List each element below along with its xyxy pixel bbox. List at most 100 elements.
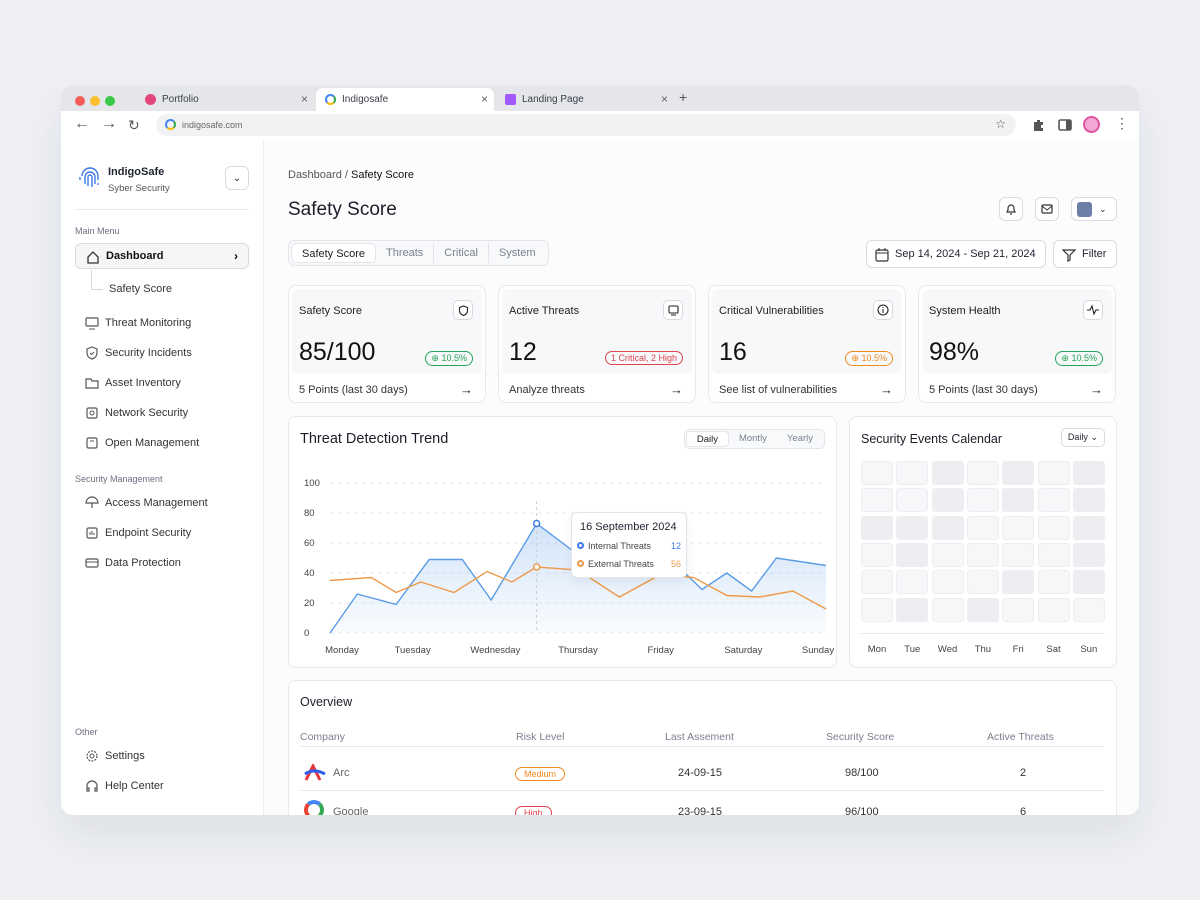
calendar-cell[interactable] xyxy=(1002,515,1035,540)
calendar-cell[interactable] xyxy=(1072,515,1105,540)
extensions-icon[interactable] xyxy=(1031,118,1045,132)
calendar-cell[interactable] xyxy=(966,488,999,513)
messages-button[interactable] xyxy=(1035,197,1059,221)
notifications-button[interactable] xyxy=(999,197,1023,221)
calendar-cell[interactable] xyxy=(966,542,999,567)
calendar-cell[interactable] xyxy=(1002,461,1035,485)
sidebar-item-open-management[interactable]: Open Management xyxy=(75,430,249,456)
arrow-right-icon[interactable]: → xyxy=(880,382,893,397)
calendar-cell[interactable] xyxy=(896,515,929,540)
maximize-dot[interactable] xyxy=(105,96,115,106)
calendar-cell[interactable] xyxy=(1002,597,1035,622)
calendar-cell[interactable] xyxy=(1002,488,1035,513)
sidebar-item-help-center[interactable]: Help Center xyxy=(75,773,249,799)
critical-vulnerabilities-card[interactable]: Critical Vulnerabilities 16 ⊕ 10.5% See … xyxy=(708,285,906,403)
close-tab-icon[interactable]: × xyxy=(480,92,488,106)
calendar-cell[interactable] xyxy=(861,488,893,513)
calendar-cell[interactable] xyxy=(896,597,929,622)
column-header[interactable]: Last Assement xyxy=(665,731,734,743)
forward-icon[interactable]: → xyxy=(101,115,117,132)
date-range-picker[interactable]: Sep 14, 2024 - Sep 21, 2024 xyxy=(866,240,1046,268)
calendar-cell[interactable] xyxy=(966,461,999,485)
sidebar-item-endpoint-security[interactable]: Endpoint Security xyxy=(75,520,249,546)
tab-indigosafe[interactable]: Indigosafe × xyxy=(316,88,494,111)
breadcrumb-parent[interactable]: Dashboard xyxy=(288,169,342,181)
range-monthly[interactable]: Montly xyxy=(738,433,767,444)
calendar-cell[interactable] xyxy=(1072,597,1105,622)
calendar-cell[interactable] xyxy=(1037,461,1070,485)
calendar-cell[interactable] xyxy=(1037,515,1070,540)
sidebar-item-settings[interactable]: Settings xyxy=(75,743,249,769)
tab-system[interactable]: System xyxy=(498,247,536,259)
calendar-cell[interactable] xyxy=(896,570,929,595)
calendar-cell[interactable] xyxy=(931,515,964,540)
calendar-cell[interactable] xyxy=(966,515,999,540)
calendar-cell[interactable] xyxy=(931,461,964,485)
column-header[interactable]: Security Score xyxy=(826,731,895,743)
calendar-cell[interactable] xyxy=(1072,570,1105,595)
calendar-cell[interactable] xyxy=(1072,542,1105,567)
close-tab-icon[interactable]: × xyxy=(660,92,668,106)
calendar-cell[interactable] xyxy=(1002,570,1035,595)
calendar-cell[interactable] xyxy=(1037,542,1070,567)
sidebar-item-access-management[interactable]: Access Management xyxy=(75,490,249,516)
range-daily[interactable]: Daily xyxy=(685,431,729,447)
column-header[interactable]: Company xyxy=(300,731,345,743)
minimize-dot[interactable] xyxy=(90,96,100,106)
calendar-cell[interactable] xyxy=(1037,570,1070,595)
filter-button[interactable]: Filter xyxy=(1053,240,1117,268)
new-tab-icon[interactable]: + xyxy=(679,89,688,105)
tab-safety-score[interactable]: Safety Score xyxy=(291,243,376,263)
calendar-cell[interactable] xyxy=(861,515,893,540)
calendar-cell[interactable] xyxy=(1072,461,1105,485)
back-icon[interactable]: ← xyxy=(74,115,90,132)
workspace-select-button[interactable]: ⌄ xyxy=(225,166,249,190)
calendar-cell[interactable] xyxy=(966,570,999,595)
close-dot[interactable] xyxy=(75,96,85,106)
menu-icon[interactable]: ⋮ xyxy=(1115,115,1129,131)
sidebar-item-safety-score[interactable]: Safety Score xyxy=(109,283,172,295)
tab-portfolio[interactable]: Portfolio × xyxy=(136,88,314,111)
sidebar-item-security-incidents[interactable]: Security Incidents xyxy=(75,340,249,366)
tab-critical[interactable]: Critical xyxy=(434,243,489,263)
sidebar-item-dashboard[interactable]: Dashboard › xyxy=(75,243,249,269)
system-health-card[interactable]: System Health 98% ⊕ 10.5% 5 Points (last… xyxy=(918,285,1116,403)
safety-score-card[interactable]: Safety Score 85/100 ⊕ 10.5% 5 Points (la… xyxy=(288,285,486,403)
calendar-cell[interactable] xyxy=(896,488,929,513)
calendar-cell[interactable] xyxy=(861,461,893,485)
arrow-right-icon[interactable]: → xyxy=(460,382,473,397)
calendar-cell[interactable] xyxy=(861,597,893,622)
star-icon[interactable]: ☆ xyxy=(995,117,1006,131)
url-field[interactable]: indigosafe.com ☆ xyxy=(156,114,1016,136)
calendar-cell[interactable] xyxy=(1037,488,1070,513)
range-yearly[interactable]: Yearly xyxy=(786,433,813,444)
column-header[interactable]: Active Threats xyxy=(987,731,1054,743)
calendar-cell[interactable] xyxy=(896,542,929,567)
profile-avatar[interactable] xyxy=(1083,116,1100,133)
sidebar-item-data-protection[interactable]: Data Protection xyxy=(75,550,249,576)
tab-threats[interactable]: Threats xyxy=(376,243,435,263)
calendar-cell[interactable] xyxy=(896,461,929,485)
sidebar-item-network-security[interactable]: Network Security xyxy=(75,400,249,426)
sidepanel-icon[interactable] xyxy=(1058,118,1072,132)
sidebar-item-threat-monitoring[interactable]: Threat Monitoring xyxy=(75,310,249,336)
calendar-cell[interactable] xyxy=(1072,488,1105,513)
calendar-range-select[interactable]: Daily ⌄ xyxy=(1060,428,1105,447)
calendar-cell[interactable] xyxy=(861,542,893,567)
active-threats-card[interactable]: Active Threats 12 1 Critical, 2 High Ana… xyxy=(498,285,696,403)
sidebar-item-asset-inventory[interactable]: Asset Inventory xyxy=(75,370,249,396)
calendar-cell[interactable] xyxy=(966,597,999,622)
column-header[interactable]: Risk Level xyxy=(516,731,565,743)
calendar-cell[interactable] xyxy=(931,488,964,513)
calendar-cell[interactable] xyxy=(931,542,964,567)
calendar-cell[interactable] xyxy=(861,570,893,595)
reload-icon[interactable]: ↻ xyxy=(128,117,140,133)
calendar-cell[interactable] xyxy=(1037,597,1070,622)
tab-landing-page[interactable]: Landing Page × xyxy=(496,88,674,111)
calendar-cell[interactable] xyxy=(931,570,964,595)
calendar-cell[interactable] xyxy=(1002,542,1035,567)
arrow-right-icon[interactable]: → xyxy=(1090,382,1103,397)
arrow-right-icon[interactable]: → xyxy=(670,382,683,397)
close-tab-icon[interactable]: × xyxy=(300,92,308,106)
user-menu-button[interactable]: ⌄ xyxy=(1071,197,1117,221)
